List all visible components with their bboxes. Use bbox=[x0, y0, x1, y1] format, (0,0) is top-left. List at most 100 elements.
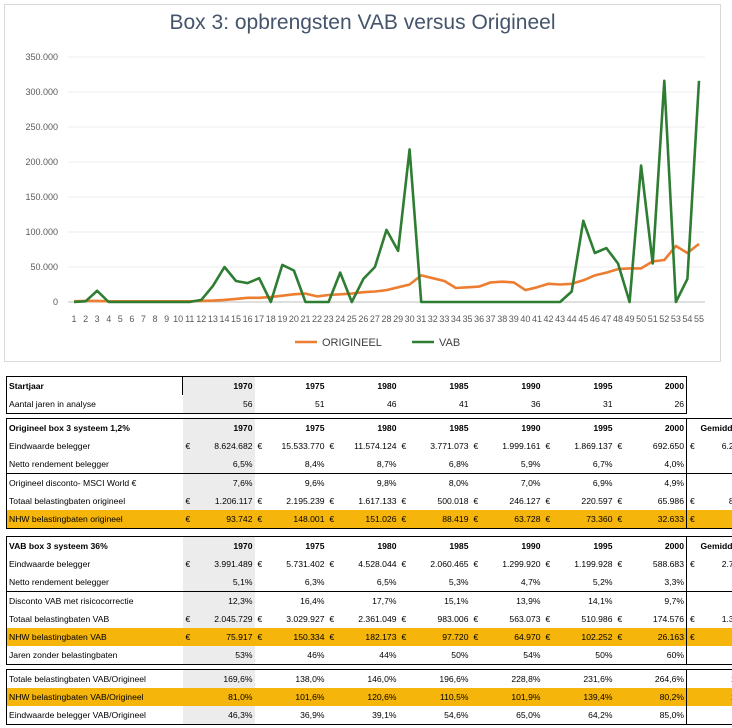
table-cell-value: 101,9% bbox=[482, 688, 543, 706]
currency-symbol bbox=[542, 376, 555, 395]
currency-symbol: € bbox=[545, 614, 551, 624]
table-cell-value: 148.001 bbox=[266, 510, 327, 529]
table-row: VAB box 3 systeem 36% 1970 1975 1980 1985 199… bbox=[6, 536, 732, 555]
currency-symbol bbox=[326, 473, 339, 492]
table-cell-value: 6,9% bbox=[554, 473, 615, 492]
table-cell-value: 174.576 bbox=[626, 610, 687, 628]
currency-symbol: € bbox=[326, 628, 339, 646]
table-cell-value: 4,7% bbox=[520, 577, 541, 587]
table-cell-value: 231,6% bbox=[554, 669, 615, 688]
y-tick-label: 100.000 bbox=[25, 227, 58, 237]
currency-symbol: € bbox=[542, 628, 555, 646]
table-cell-value: 26 bbox=[626, 395, 687, 414]
average-value: 1.381.192 bbox=[698, 610, 732, 628]
currency-symbol bbox=[470, 706, 483, 725]
currency-symbol bbox=[686, 669, 699, 688]
table-cell-value: 6,3% bbox=[304, 577, 325, 587]
x-tick-label: 24 bbox=[335, 314, 345, 324]
currency-symbol bbox=[182, 591, 195, 610]
row-label: NHW belastingbaten origineel bbox=[6, 510, 183, 529]
currency-symbol bbox=[687, 455, 699, 474]
table-cell-value: 1980 bbox=[338, 536, 399, 555]
currency-symbol: € bbox=[617, 614, 623, 624]
currency-symbol bbox=[254, 669, 267, 688]
line-chart: 0 50.000 100.000 150.000 200.000 250.000 300.0… bbox=[25, 52, 705, 349]
currency-symbol bbox=[398, 688, 411, 706]
x-tick-label: 20 bbox=[289, 314, 299, 324]
average-value: 864.460 bbox=[698, 492, 732, 510]
table-row: Jaren zonder belastingbaten 53% 46% 44% 50% 5… bbox=[6, 646, 732, 665]
currency-symbol: € bbox=[257, 559, 263, 569]
currency-symbol bbox=[542, 669, 555, 688]
currency-symbol: € bbox=[401, 496, 407, 506]
currency-symbol bbox=[686, 536, 699, 555]
table-cell-value: 1970 bbox=[194, 536, 255, 555]
table-cell-value: 53% bbox=[194, 646, 255, 665]
y-tick-label: 350.000 bbox=[25, 52, 58, 62]
currency-symbol: € bbox=[182, 555, 195, 573]
table-row: NHW belastingbaten VAB/Origineel 81,0% 101… bbox=[6, 688, 732, 706]
currency-symbol bbox=[614, 646, 627, 665]
currency-symbol bbox=[182, 536, 195, 555]
table-cell-value: 15,1% bbox=[410, 591, 471, 610]
table-cell-value: 8,0% bbox=[410, 473, 471, 492]
table-cell-value: 6,5% bbox=[376, 577, 397, 587]
table-cell-value: 138,0% bbox=[266, 669, 327, 688]
currency-symbol bbox=[398, 376, 411, 395]
table-cell-value: 12,3% bbox=[194, 591, 255, 610]
row-label: Eindwaarde belegger bbox=[6, 555, 183, 573]
table-cell-value: 15.533.770 bbox=[281, 441, 325, 451]
table-cell-value: 182.173 bbox=[338, 628, 399, 646]
table-cell-value: 1995 bbox=[554, 376, 615, 395]
currency-symbol: € bbox=[329, 441, 335, 451]
currency-symbol bbox=[614, 395, 627, 414]
table-cell-value: 3,3% bbox=[626, 573, 687, 592]
average-value: 51% bbox=[698, 646, 732, 665]
table-cell-value: 8.624.682 bbox=[194, 437, 255, 455]
currency-symbol: € bbox=[473, 614, 479, 624]
table-cell-value: 5.731.402 bbox=[286, 559, 325, 569]
table-cell-value: 1.299.920 bbox=[502, 559, 541, 569]
row-label: Netto rendement belegger bbox=[6, 573, 183, 592]
currency-symbol: € bbox=[473, 441, 479, 451]
table-cell-value: 169,6% bbox=[194, 669, 255, 688]
currency-symbol bbox=[686, 473, 699, 492]
currency-symbol: € bbox=[690, 559, 695, 569]
currency-symbol: € bbox=[401, 559, 407, 569]
average-value: 159,8% bbox=[698, 669, 732, 688]
table-cell-value: 41 bbox=[410, 395, 471, 414]
table-cell-value: 246.127 bbox=[509, 496, 541, 506]
x-tick-label: 13 bbox=[208, 314, 218, 324]
table-cell-value: 80,2% bbox=[626, 688, 687, 706]
row-label: Startjaar bbox=[6, 376, 183, 395]
table-row: NHW belastingbaten origineel €93.742 €148.… bbox=[6, 510, 732, 529]
x-tick-label: 5 bbox=[118, 314, 123, 324]
table-cell-value: 8,4% bbox=[304, 459, 325, 469]
table-cell-value: 1.999.161 bbox=[502, 441, 541, 451]
x-tick-label: 39 bbox=[509, 314, 519, 324]
table-cell-value: 46 bbox=[338, 395, 399, 414]
table-cell-value: 73.360 bbox=[554, 510, 615, 529]
x-tick-label: 48 bbox=[613, 314, 623, 324]
table-cell-value: 102.252 bbox=[554, 628, 615, 646]
table-cell-value: 2.195.239 bbox=[286, 496, 325, 506]
table-cell-value: 9,8% bbox=[338, 473, 399, 492]
currency-symbol bbox=[614, 473, 627, 492]
currency-symbol bbox=[470, 376, 483, 395]
table-cell-value: 692.650 bbox=[626, 437, 687, 455]
currency-symbol bbox=[470, 646, 483, 665]
table-cell-value: 2.361.049 bbox=[358, 614, 397, 624]
currency-symbol: € bbox=[398, 628, 411, 646]
average-value: Gemiddeld bbox=[698, 536, 732, 555]
x-tick-label: 47 bbox=[601, 314, 611, 324]
currency-symbol bbox=[614, 688, 627, 706]
table-cell-value: 196,6% bbox=[410, 669, 471, 688]
currency-symbol bbox=[399, 573, 411, 592]
table-startjaar: Startjaar 1970 1975 1980 1985 1990 1995 2000 Aan… bbox=[6, 376, 687, 414]
x-tick-label: 41 bbox=[532, 314, 542, 324]
table-row: NHW belastingbaten VAB €75.917 €150.334 €18… bbox=[6, 628, 732, 646]
x-tick-label: 21 bbox=[300, 314, 310, 324]
currency-symbol: € bbox=[545, 559, 551, 569]
chart-panel: Box 3: opbrengsten VAB versus Origineel … bbox=[4, 4, 721, 362]
table-cell-value: 54% bbox=[482, 646, 543, 665]
